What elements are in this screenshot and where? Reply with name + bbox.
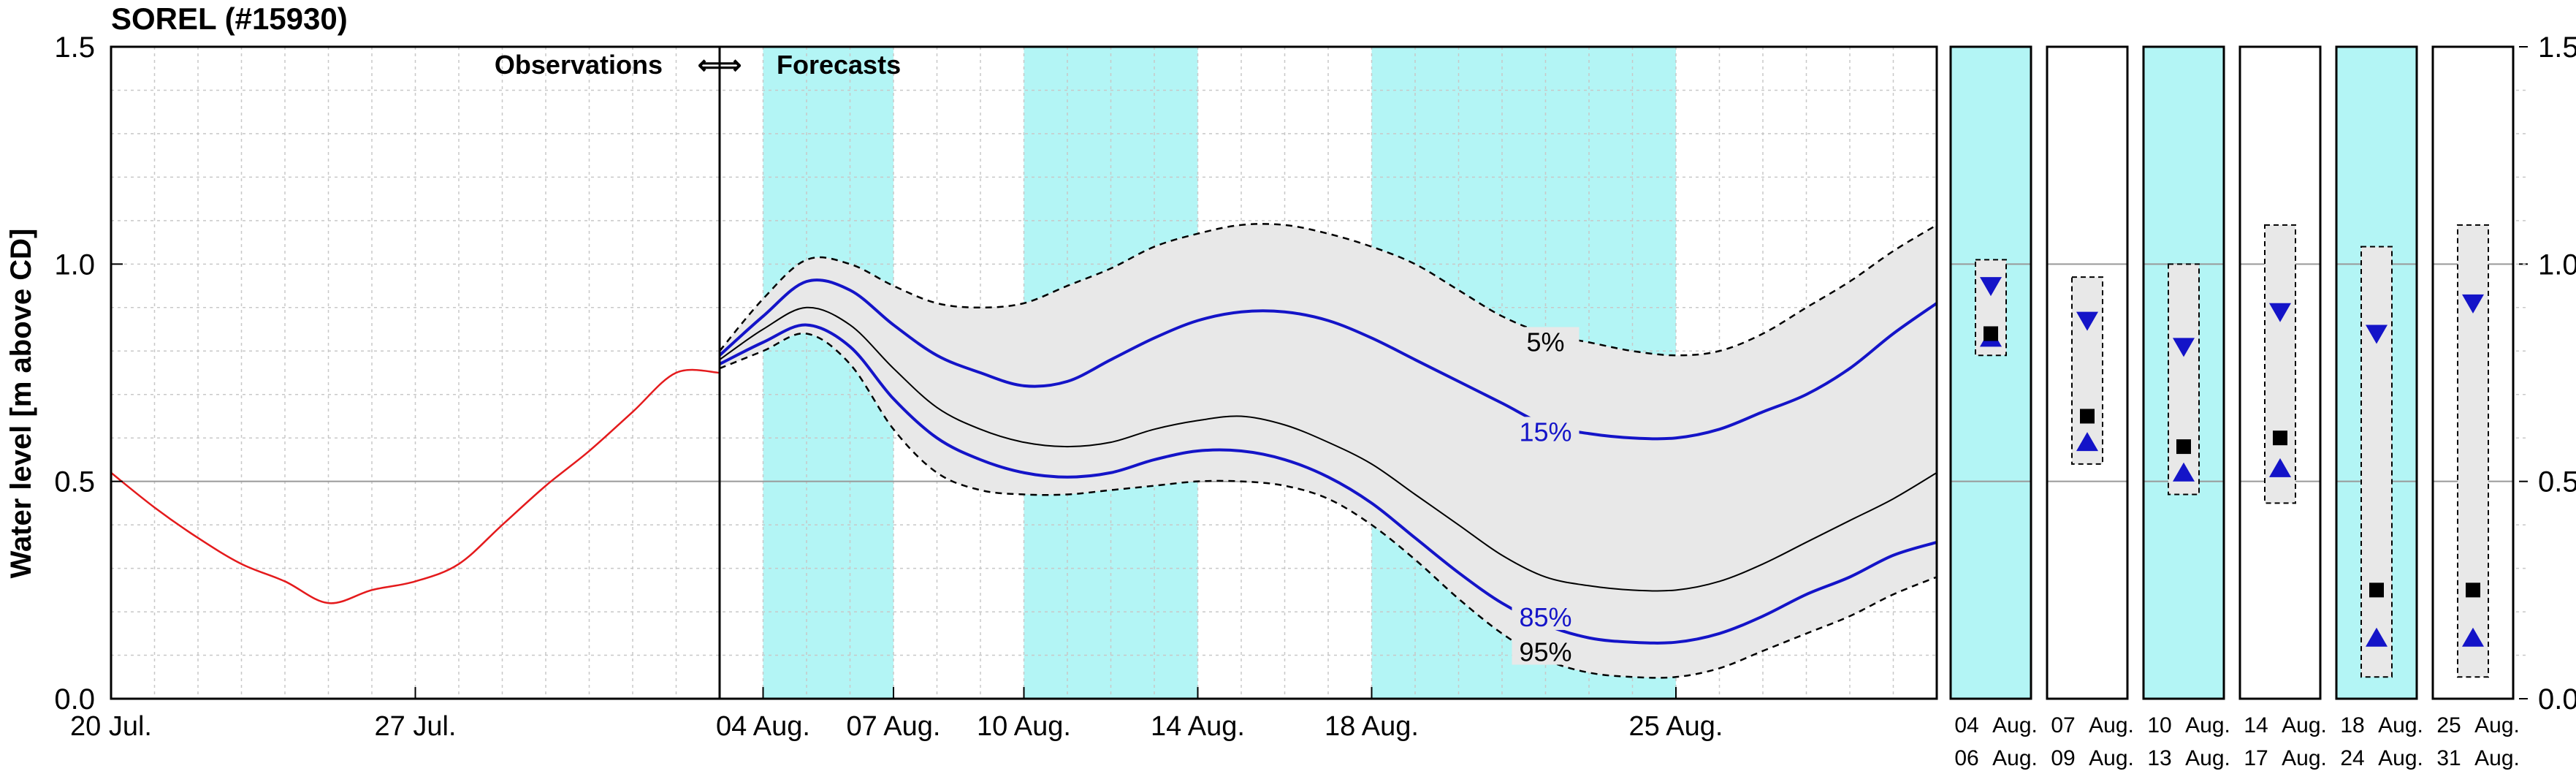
- x-tick-label: 10 Aug.: [977, 711, 1071, 742]
- period-panel: 07 Aug. 09 Aug.: [2046, 45, 2134, 770]
- period-end-day: 13: [2147, 746, 2171, 770]
- y-tick-label: 0.0: [54, 683, 95, 716]
- period-end-month: Aug.: [2474, 746, 2520, 770]
- period-end-day: 24: [2340, 746, 2364, 770]
- p15-marker: [2076, 311, 2098, 331]
- p15-marker: [1980, 277, 2002, 297]
- period-start-month: Aug.: [2378, 713, 2423, 737]
- x-tick-label: 18 Aug.: [1325, 711, 1419, 742]
- axes: 0.0 0.5 1.0 1.5 20 Jul. 27 Jul. 04 Aug. 07 Aug.…: [54, 31, 2576, 742]
- period-start-day: 25: [2436, 713, 2461, 737]
- observed-line: [110, 368, 720, 604]
- label-p95-bg: [1512, 637, 1579, 665]
- period-start-day: 18: [2340, 713, 2364, 737]
- period-end-month: Aug.: [2089, 746, 2134, 770]
- right-y-tick-label: 0.5: [2538, 466, 2576, 498]
- period-panel-frame: [2238, 45, 2322, 700]
- period-panel-frame: [2142, 45, 2225, 700]
- label-p05: 5%: [1526, 327, 1564, 357]
- y-tick-label: 0.5: [54, 466, 95, 498]
- period-panel-frame: [2335, 45, 2418, 700]
- forecast-envelope: [720, 224, 1937, 678]
- chart-title: SOREL (#15930): [111, 1, 348, 36]
- label-p15-bg: [1512, 417, 1579, 445]
- y-tick-label: 1.5: [54, 31, 95, 64]
- p85-marker: [2269, 458, 2291, 477]
- period-summary-panels: 04 Aug. 06 Aug. 07 Aug. 09 Aug. 10 Aug. 13 Aug. 14 Au…: [1949, 45, 2520, 770]
- p15-line: [718, 278, 1938, 441]
- period-start-month: Aug.: [2089, 713, 2134, 737]
- period-panel-frame: [2431, 45, 2515, 700]
- period-panel: 14 Aug. 17 Aug.: [2238, 45, 2327, 770]
- period-end-day: 31: [2436, 746, 2461, 770]
- median-marker: [2466, 583, 2480, 598]
- period-range-box: [2457, 224, 2489, 678]
- forecasts-label: Forecasts: [777, 50, 901, 80]
- period-end-month: Aug.: [2378, 746, 2423, 770]
- period-start-day: 10: [2147, 713, 2171, 737]
- label-p85: 85%: [1519, 602, 1571, 632]
- period-range-box: [1975, 259, 2007, 357]
- y-tick-label: 1.0: [54, 248, 95, 281]
- period-start-day: 07: [2051, 713, 2075, 737]
- period-end-month: Aug.: [2185, 746, 2230, 770]
- period-end-month: Aug.: [2282, 746, 2327, 770]
- period-end-day: 17: [2244, 746, 2268, 770]
- period-start-day: 14: [2244, 713, 2268, 737]
- x-tick-label: 04 Aug.: [716, 711, 810, 742]
- period-end-day: 06: [1954, 746, 1978, 770]
- right-y-tick-label: 1.0: [2538, 248, 2576, 281]
- median-marker: [2273, 430, 2287, 446]
- period-end-month: Aug.: [1992, 746, 2038, 770]
- label-p15: 15%: [1519, 417, 1571, 447]
- p85-marker: [2366, 627, 2388, 647]
- period-range-box: [2360, 246, 2393, 678]
- period-panel-frame: [2046, 45, 2129, 700]
- x-tick-label: 20 Jul.: [70, 711, 152, 742]
- period-panel: 04 Aug. 06 Aug.: [1949, 45, 2038, 770]
- p85-line: [719, 323, 1937, 645]
- p95-line: [719, 333, 1937, 679]
- p15-marker: [2173, 338, 2195, 357]
- label-p95: 95%: [1519, 637, 1571, 667]
- period-panel: 18 Aug. 24 Aug.: [2335, 45, 2423, 770]
- median-marker: [2080, 409, 2095, 424]
- right-y-tick-label: 0.0: [2538, 683, 2576, 716]
- p15-marker: [2366, 325, 2388, 344]
- x-tick-label: 25 Aug.: [1629, 711, 1723, 742]
- median-line: [719, 306, 1937, 592]
- observations-label: Observations: [495, 50, 663, 80]
- period-range-box: [2264, 224, 2296, 504]
- median-marker: [2369, 583, 2384, 598]
- period-range-box: [2168, 263, 2200, 496]
- period-panel: 10 Aug. 13 Aug.: [2142, 45, 2230, 770]
- period-start-month: Aug.: [2185, 713, 2230, 737]
- right-y-tick-label: 1.5: [2538, 31, 2576, 64]
- label-p05-bg: [1512, 327, 1579, 355]
- x-tick-label: 14 Aug.: [1151, 711, 1245, 742]
- period-panel-shade: [1951, 47, 2031, 699]
- p85-marker: [2173, 462, 2195, 482]
- period-start-month: Aug.: [2474, 713, 2520, 737]
- p15-marker: [2462, 294, 2484, 314]
- period-start-month: Aug.: [2282, 713, 2327, 737]
- y-axis-label: Water level [m above CD]: [5, 229, 37, 579]
- p15-marker: [2269, 303, 2291, 322]
- period-panel-frame: [1949, 45, 2032, 700]
- period-end-day: 09: [2051, 746, 2075, 770]
- x-tick-label: 27 Jul.: [375, 711, 457, 742]
- divider-arrows: ⇐⇒: [698, 50, 742, 80]
- median-marker: [1984, 326, 1998, 341]
- median-marker: [2176, 439, 2191, 455]
- p85-marker: [2462, 627, 2484, 647]
- period-start-month: Aug.: [1992, 713, 2038, 737]
- label-p85-bg: [1512, 602, 1579, 630]
- period-start-day: 04: [1954, 713, 1978, 737]
- x-tick-label: 07 Aug.: [847, 711, 941, 742]
- period-panel: 25 Aug. 31 Aug.: [2431, 45, 2520, 770]
- p05-line: [719, 223, 1937, 357]
- p85-marker: [2076, 432, 2098, 452]
